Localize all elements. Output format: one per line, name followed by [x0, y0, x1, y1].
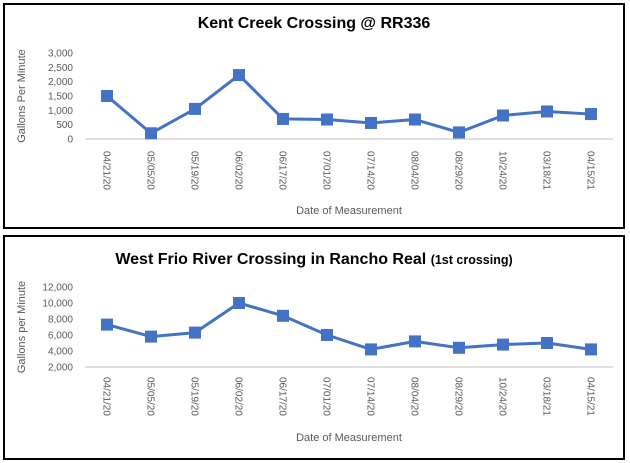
y-tick-label: 2,000	[48, 363, 73, 374]
y-axis-label: Gallons Per Minute	[16, 49, 28, 143]
data-point-marker	[541, 337, 553, 349]
y-tick-label: 500	[56, 120, 73, 131]
x-tick-label: 04/15/21	[585, 377, 596, 416]
data-point-marker	[497, 338, 509, 351]
x-tick-label: 10/24/20	[497, 377, 508, 416]
x-tick-label: 07/14/20	[365, 151, 376, 190]
x-tick-label: 10/24/20	[497, 151, 508, 190]
series-line	[106, 301, 592, 351]
y-tick-label: 0	[67, 135, 73, 146]
data-point-marker	[189, 102, 201, 115]
data-point-marker	[101, 90, 113, 102]
x-axis-label: Date of Measurement	[296, 205, 402, 217]
data-point-marker	[409, 113, 421, 126]
data-point-marker	[585, 343, 597, 356]
data-point-marker	[277, 309, 289, 322]
chart-panel-west-frio: West Frio River Crossing in Rancho Real …	[3, 235, 625, 460]
data-point-marker	[145, 127, 157, 140]
x-tick-label: 04/15/21	[585, 151, 596, 190]
x-tick-label: 08/04/20	[409, 377, 420, 416]
data-point-marker	[585, 108, 597, 121]
y-axis-label: Gallons per Minute	[16, 281, 28, 373]
data-point-marker	[101, 318, 113, 331]
data-point-marker	[233, 297, 245, 309]
y-tick-label: 2,500	[48, 63, 73, 74]
x-tick-label: 07/14/20	[365, 377, 376, 416]
x-tick-label: 03/18/21	[541, 151, 552, 190]
data-point-marker	[321, 329, 333, 341]
x-tick-label: 08/29/20	[453, 377, 464, 416]
y-tick-label: 12,000	[42, 283, 73, 294]
x-tick-label: 08/04/20	[409, 151, 420, 190]
x-tick-label: 08/29/20	[453, 151, 464, 190]
data-point-marker	[409, 335, 421, 348]
x-tick-label: 04/21/20	[101, 377, 112, 416]
chart-panel-kent-creek: Kent Creek Crossing @ RR336 0 500 1,000 1,5…	[3, 3, 625, 229]
y-tick-label: 1,000	[48, 106, 73, 117]
chart-west-frio: 2,000 4,000 6,000 8,000 10,000 12,000 04/21/20…	[16, 281, 613, 444]
x-tick-label: 05/19/20	[189, 377, 200, 416]
data-point-marker	[365, 116, 377, 129]
data-point-marker	[453, 126, 465, 139]
data-point-marker	[497, 109, 509, 122]
chart-kent-creek: 0 500 1,000 1,500 2,000 2,500 3,000 04/21/20 05/…	[16, 49, 613, 217]
data-point-marker	[233, 69, 245, 82]
chart-title: West Frio River Crossing in Rancho Real …	[115, 251, 513, 268]
x-tick-label: 06/02/20	[233, 151, 244, 190]
x-tick-label: 06/17/20	[277, 151, 288, 190]
y-tick-label: 3,000	[48, 49, 73, 60]
chart-subtitle: (1st crossing)	[430, 253, 513, 267]
data-point-marker	[145, 330, 157, 343]
data-point-marker	[541, 105, 553, 118]
x-axis-label: Date of Measurement	[296, 432, 402, 444]
x-tick-label: 05/05/20	[145, 151, 156, 190]
y-tick-label: 10,000	[42, 299, 73, 310]
data-point-marker	[365, 343, 377, 356]
x-tick-label: 05/05/20	[145, 377, 156, 416]
x-tick-label: 06/17/20	[277, 377, 288, 416]
data-point-marker	[321, 113, 333, 126]
y-tick-label: 8,000	[48, 315, 73, 326]
x-tick-label: 07/01/20	[321, 151, 332, 190]
data-point-marker	[189, 326, 201, 339]
x-tick-label: 07/01/20	[321, 377, 332, 416]
series-line	[106, 73, 592, 135]
data-point-marker	[277, 112, 289, 125]
y-tick-label: 4,000	[48, 347, 73, 358]
data-point-marker	[453, 341, 465, 354]
x-tick-label: 05/19/20	[189, 151, 200, 190]
chart-title: Kent Creek Crossing @ RR336	[197, 15, 431, 32]
y-tick-label: 6,000	[48, 331, 73, 342]
y-tick-label: 2,000	[48, 77, 73, 88]
x-tick-label: 03/18/21	[541, 377, 552, 416]
x-tick-label: 04/21/20	[101, 151, 112, 190]
x-tick-label: 06/02/20	[233, 377, 244, 416]
y-tick-label: 1,500	[48, 92, 73, 103]
